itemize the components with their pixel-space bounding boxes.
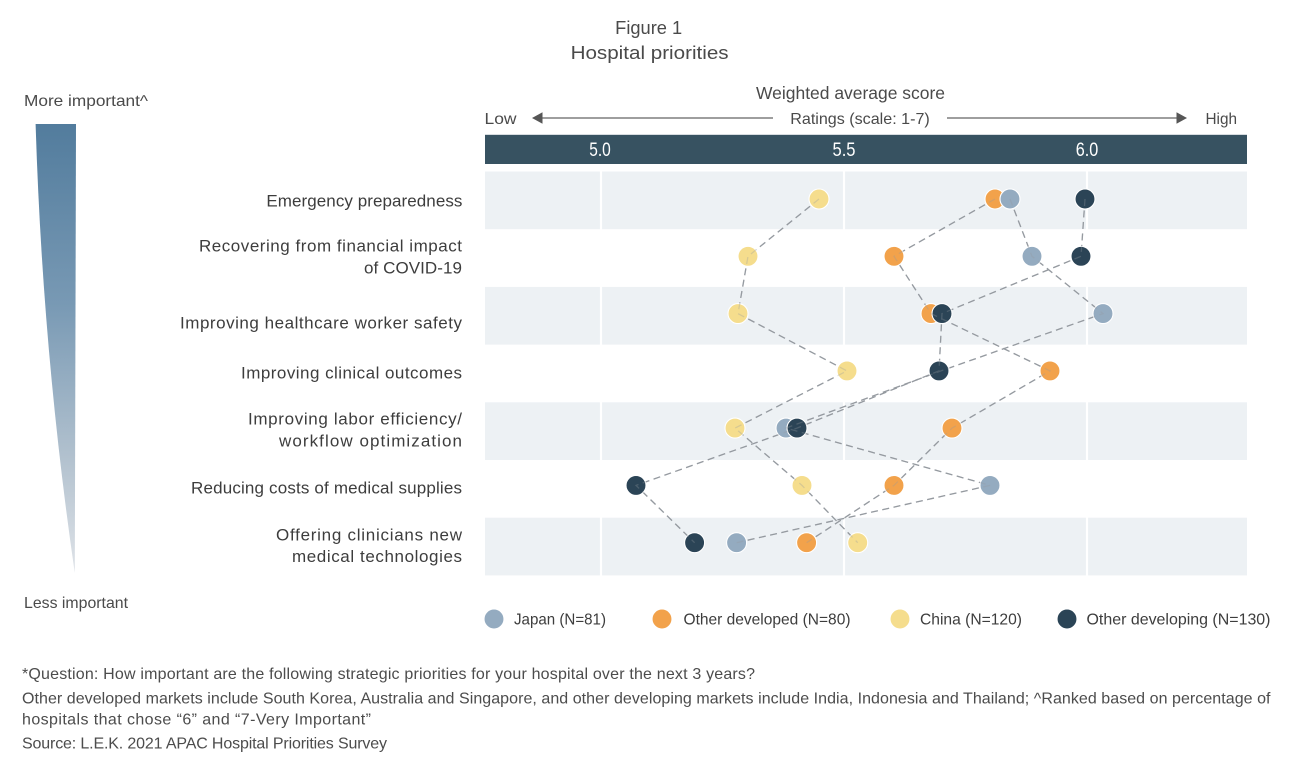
svg-text:Hospital priorities: Hospital priorities: [571, 43, 729, 63]
svg-text:Japan (N=81): Japan (N=81): [514, 612, 606, 629]
svg-text:Other developed (N=80): Other developed (N=80): [684, 612, 851, 629]
svg-text:Ratings (scale: 1-7): Ratings (scale: 1-7): [790, 111, 930, 128]
svg-text:Figure 1: Figure 1: [615, 18, 682, 38]
svg-text:Emergency preparedness: Emergency preparedness: [266, 192, 462, 211]
svg-text:hospitals that chose “6” and “: hospitals that chose “6” and “7-Very Imp…: [22, 712, 371, 729]
svg-text:5.0: 5.0: [589, 140, 611, 161]
svg-text:More important^: More important^: [24, 93, 149, 110]
svg-text:Improving healthcare worker sa: Improving healthcare worker safety: [180, 314, 463, 333]
svg-text:Other developing (N=130): Other developing (N=130): [1087, 612, 1271, 629]
svg-text:*Question: How important are t: *Question: How important are the followi…: [22, 666, 755, 683]
svg-text:China (N=120): China (N=120): [920, 612, 1022, 629]
svg-text:Less important: Less important: [24, 595, 129, 612]
svg-text:High: High: [1206, 111, 1238, 128]
svg-text:Weighted average score: Weighted average score: [756, 83, 945, 103]
svg-text:medical technologies: medical technologies: [292, 547, 462, 566]
svg-text:6.0: 6.0: [1076, 140, 1099, 161]
svg-text:Low: Low: [485, 111, 517, 128]
svg-text:of COVID-19: of COVID-19: [364, 259, 462, 278]
svg-text:Other developed markets includ: Other developed markets include South Ko…: [22, 691, 1271, 708]
svg-text:Source: L.E.K. 2021 APAC Hospi: Source: L.E.K. 2021 APAC Hospital Priori…: [22, 736, 387, 753]
svg-text:Improving labor efficiency/: Improving labor efficiency/: [248, 410, 462, 429]
svg-text:workflow optimization: workflow optimization: [278, 432, 462, 451]
svg-text:Improving clinical outcomes: Improving clinical outcomes: [241, 364, 462, 383]
svg-text:Offering clinicians new: Offering clinicians new: [276, 526, 463, 545]
svg-text:Reducing costs of medical supp: Reducing costs of medical supplies: [191, 479, 462, 498]
svg-text:Recovering from financial impa: Recovering from financial impact: [199, 237, 462, 256]
svg-text:5.5: 5.5: [833, 140, 856, 161]
